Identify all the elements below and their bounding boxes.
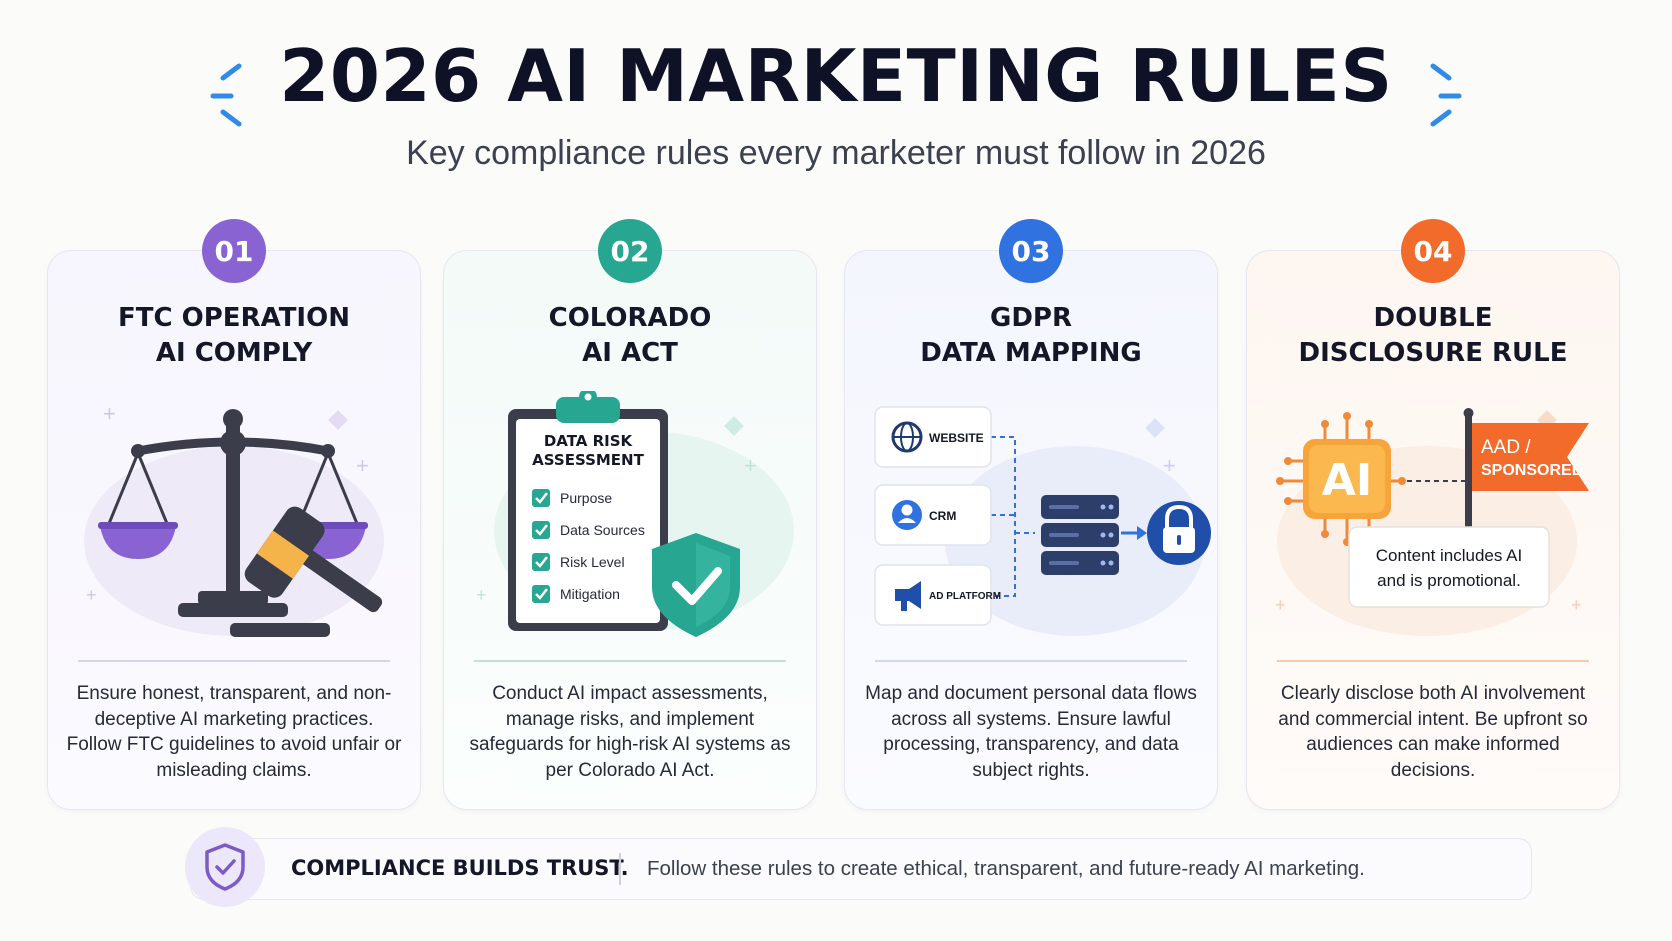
- sparkle-left-icon: [210, 63, 242, 127]
- card-number-badge: 03: [999, 219, 1063, 283]
- svg-text:+: +: [476, 585, 487, 605]
- card-number-badge: 04: [1401, 219, 1465, 283]
- card-number-badge: 02: [598, 219, 662, 283]
- svg-text:+: +: [1571, 595, 1582, 615]
- note-line1: Content includes AI: [1376, 546, 1522, 565]
- card-title-line2: DATA MAPPING: [920, 338, 1142, 368]
- card-divider: [1277, 660, 1589, 662]
- card-description: Map and document personal data flows acr…: [865, 683, 1197, 781]
- server-icon: [1041, 495, 1119, 575]
- checklist-item: Purpose: [532, 489, 612, 507]
- footer-icon-circle: [185, 827, 265, 907]
- card-description: Ensure honest, transparent, and non-dece…: [66, 683, 402, 781]
- disclosure-note: Content includes AI and is promotional.: [1348, 526, 1550, 608]
- footer-separator: [619, 853, 621, 885]
- shield-check-icon: [205, 843, 245, 891]
- checklist-item-label: Mitigation: [560, 586, 620, 602]
- sponsored-flag-icon: AAD / SPONSORED: [1463, 408, 1589, 563]
- footer-heading: COMPLIANCE BUILDS TRUST.: [291, 856, 629, 880]
- svg-text:+: +: [86, 585, 97, 605]
- card-title-line2: AI ACT: [582, 338, 678, 368]
- source-label: AD PLATFORM: [929, 591, 1001, 602]
- clipboard-heading-line1: DATA RISK: [544, 432, 634, 450]
- rule-card-colorado: 02 COLORADO AI ACT + + DATA RISK ASSESSM…: [443, 219, 817, 810]
- card-title-line1: COLORADO: [548, 303, 712, 333]
- checklist-item-label: Data Sources: [560, 522, 645, 538]
- flag-line2: SPONSORED: [1481, 462, 1583, 479]
- lock-icon: [1147, 501, 1211, 565]
- checklist-item: Mitigation: [532, 585, 620, 603]
- data-flow-server-lock-icon: + WEBSITE CRM AD PLATFORM: [874, 406, 1211, 636]
- card-divider: [78, 660, 390, 662]
- checklist-item-label: Risk Level: [560, 554, 625, 570]
- card-title-line1: DOUBLE: [1373, 303, 1493, 333]
- card-title-line2: DISCLOSURE RULE: [1298, 338, 1568, 368]
- ai-chip-label: AI: [1322, 455, 1372, 506]
- source-website: WEBSITE: [874, 406, 992, 468]
- scales-of-justice-gavel-icon: + + +: [84, 401, 384, 637]
- card-description: Clearly disclose both AI involvement and…: [1278, 683, 1588, 781]
- flag-line1: AAD /: [1481, 437, 1531, 458]
- svg-text:+: +: [1275, 595, 1286, 615]
- page-title: 2026 AI MARKETING RULES: [279, 34, 1393, 118]
- card-number-badge: 01: [202, 219, 266, 283]
- card-title: FTC OPERATION AI COMPLY: [48, 301, 420, 371]
- title-wrap: 2026 AI MARKETING RULES: [209, 34, 1462, 127]
- clipboard-shield-icon: + + DATA RISK ASSESSMENT Purpose Data So…: [476, 391, 794, 637]
- clipboard-heading-line2: ASSESSMENT: [532, 451, 644, 469]
- shield-check-icon: [652, 533, 740, 637]
- card-title-line1: FTC OPERATION: [118, 303, 350, 333]
- svg-text:+: +: [103, 401, 116, 426]
- card-title: DOUBLE DISCLOSURE RULE: [1247, 301, 1619, 371]
- card-divider: [474, 660, 786, 662]
- card-description: Conduct AI impact assessments, manage ri…: [469, 683, 791, 781]
- footer-banner: COMPLIANCE BUILDS TRUST. Follow these ru…: [185, 827, 1532, 907]
- sparkle-right-icon: [1430, 63, 1462, 127]
- rule-card-gdpr: 03 GDPR DATA MAPPING + WEBSITE CRM: [844, 219, 1218, 810]
- svg-text:+: +: [744, 453, 757, 478]
- checklist-item: Data Sources: [532, 521, 645, 539]
- card-title: GDPR DATA MAPPING: [845, 301, 1217, 371]
- card-title-line2: AI COMPLY: [155, 338, 313, 368]
- page-subtitle: Key compliance rules every marketer must…: [406, 134, 1266, 172]
- card-title: COLORADO AI ACT: [444, 301, 816, 371]
- ai-chip-flag-icon: + + AI AAD / SPONSORED: [1275, 408, 1589, 636]
- source-label: WEBSITE: [929, 431, 984, 445]
- source-label: CRM: [929, 509, 956, 523]
- header: 2026 AI MARKETING RULES Key compliance r…: [0, 40, 1672, 173]
- card-title-line1: GDPR: [990, 303, 1072, 333]
- rule-card-ftc: 01 FTC OPERATION AI COMPLY + + +: [47, 219, 421, 810]
- checklist-item: Risk Level: [532, 553, 625, 571]
- footer-text: Follow these rules to create ethical, tr…: [647, 857, 1365, 880]
- card-divider: [875, 660, 1187, 662]
- rule-card-double-disclosure: 04 DOUBLE DISCLOSURE RULE + + AI: [1246, 219, 1620, 810]
- svg-text:+: +: [1163, 453, 1176, 478]
- checklist-item-label: Purpose: [560, 490, 612, 506]
- svg-text:+: +: [356, 453, 369, 478]
- source-crm: CRM: [874, 484, 992, 546]
- source-ad-platform: AD PLATFORM: [874, 564, 1001, 626]
- note-line2: and is promotional.: [1377, 571, 1521, 590]
